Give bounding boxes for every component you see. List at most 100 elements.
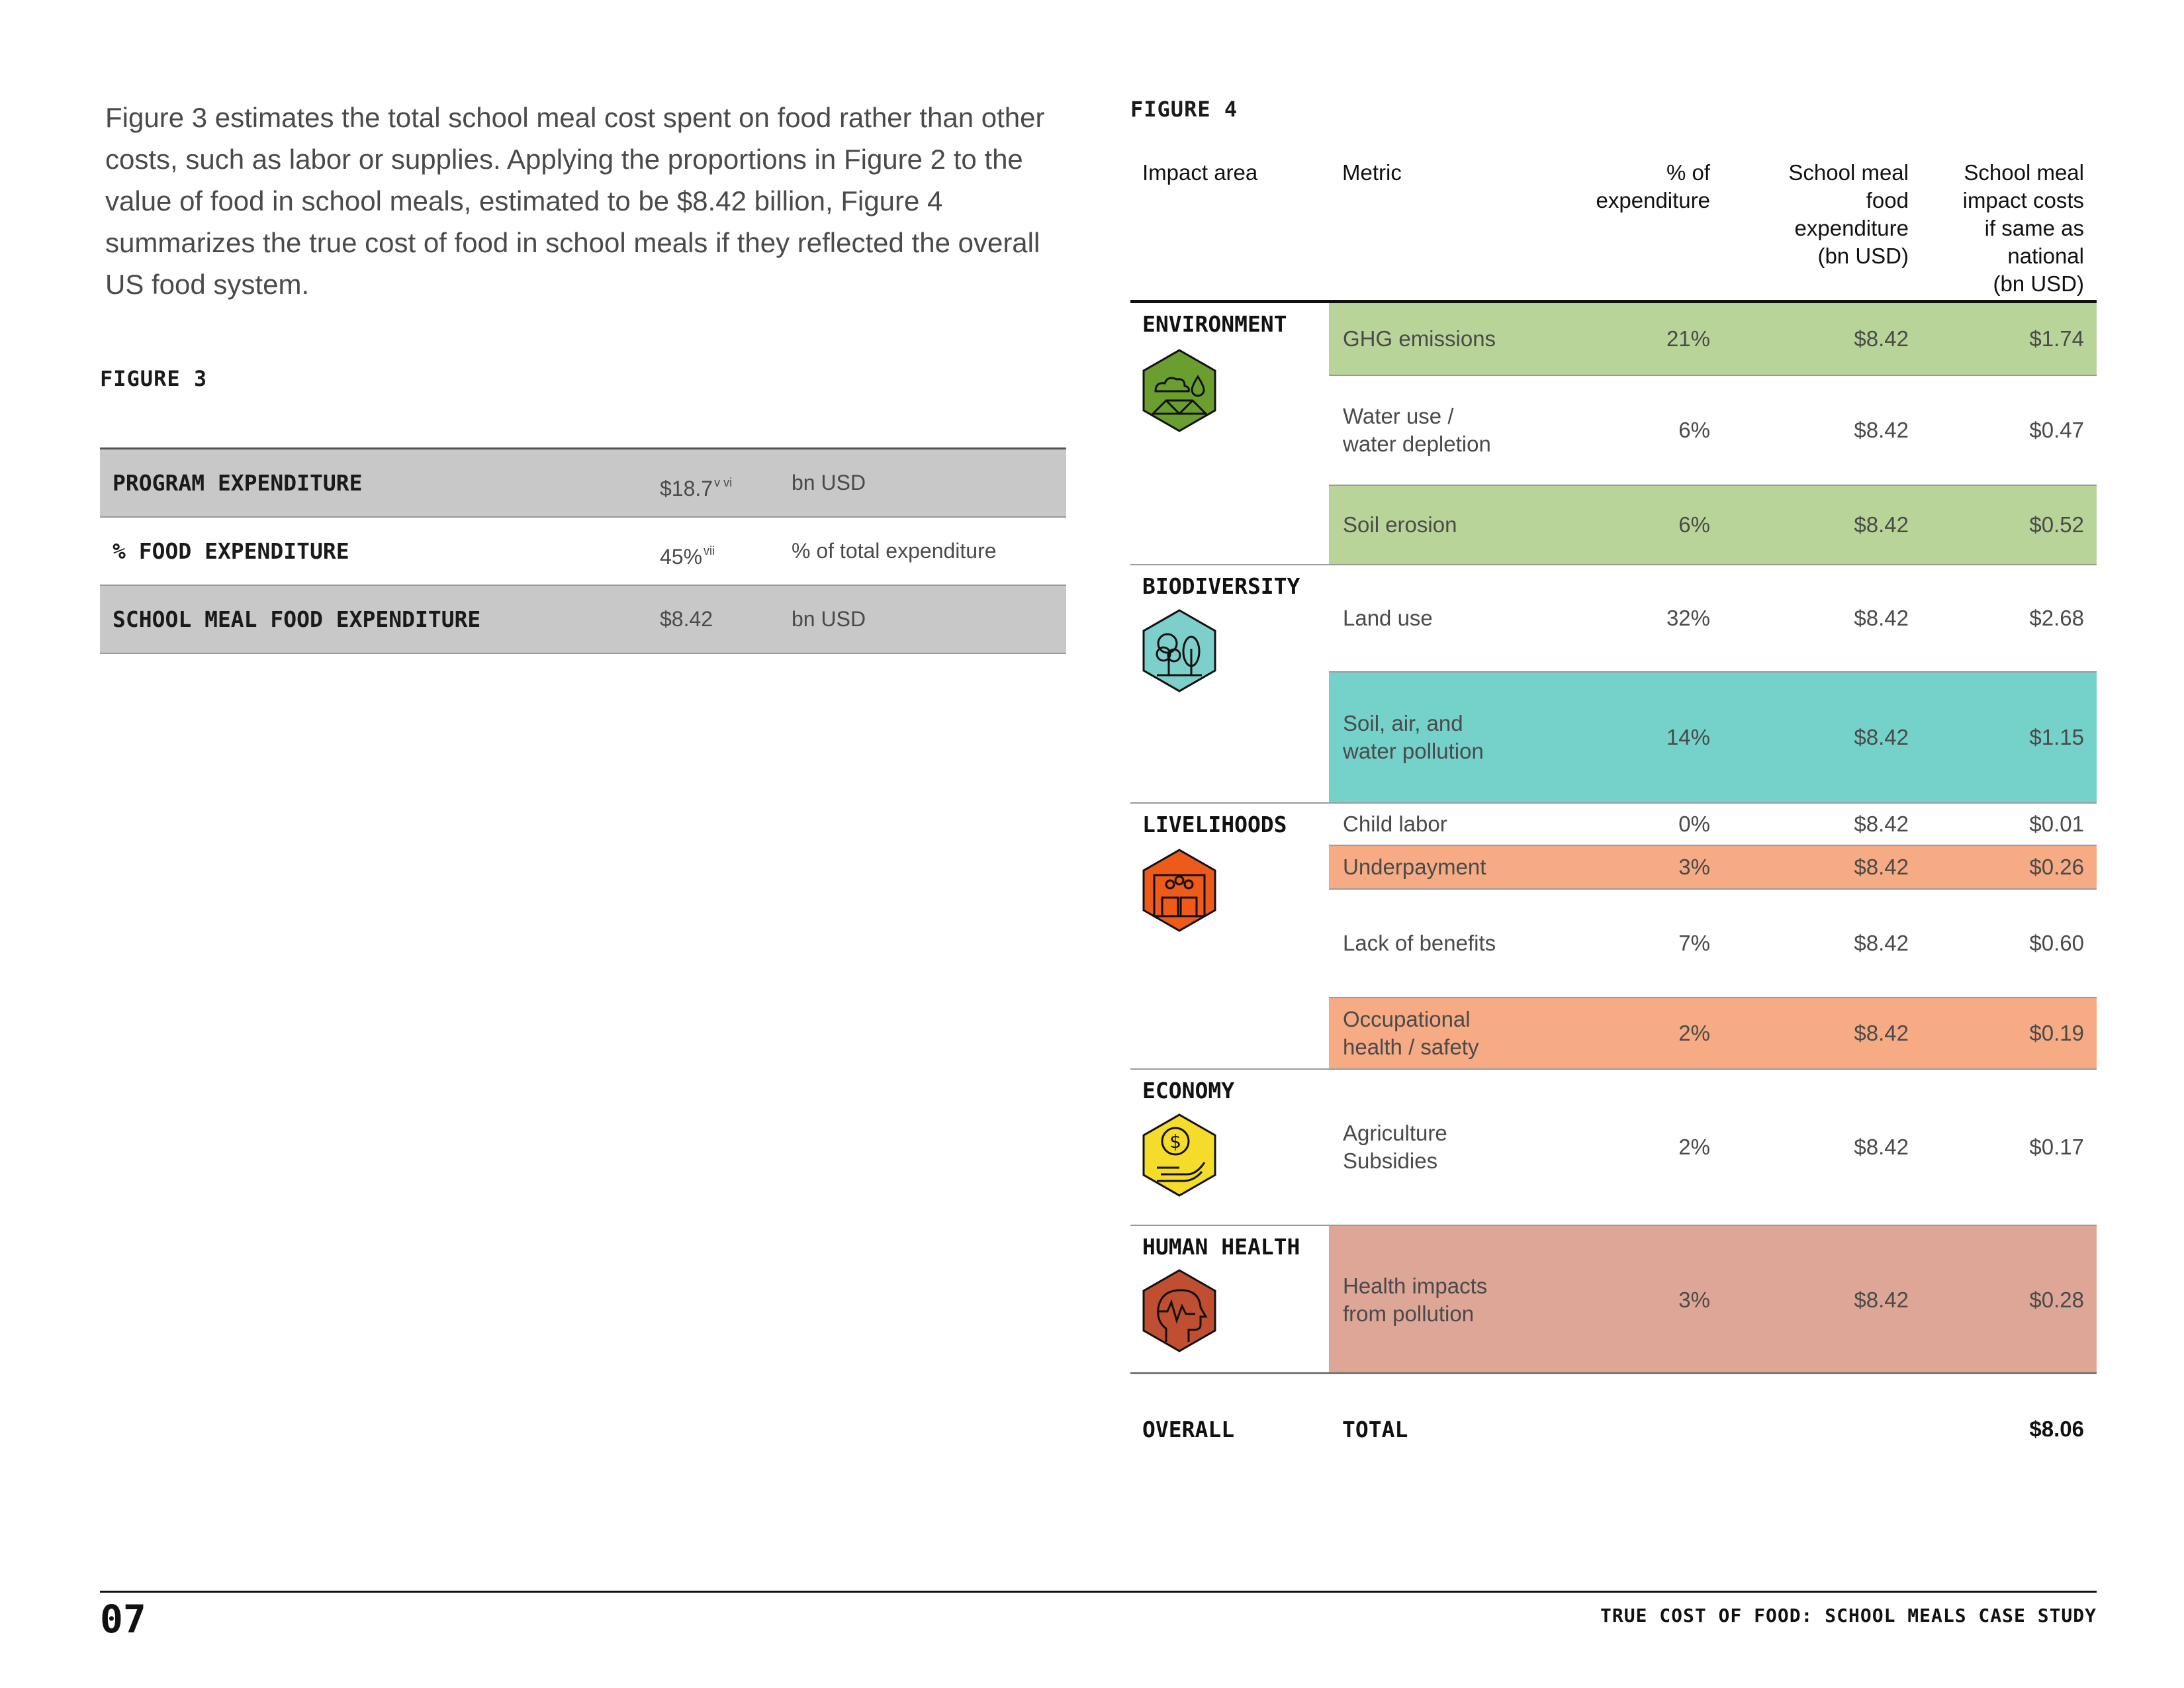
metric-label: Health impacts from pollution <box>1343 1274 1488 1326</box>
impact-cell: $1.74 <box>2029 326 2084 351</box>
header-pct-expenditure: % of expenditure <box>1596 160 1710 212</box>
impact-cell: $0.28 <box>2029 1288 2084 1312</box>
total-value: $8.06 <box>2029 1417 2084 1441</box>
biodiversity-icon <box>1140 608 1219 697</box>
table-row: Land use 32% $8.42 $2.68 <box>1329 565 2097 673</box>
category-biodiversity: BIODIVERSITY <box>1142 573 1300 599</box>
pct-cell: 3% <box>1678 1288 1710 1312</box>
expenditure-cell: $8.42 <box>1854 606 1909 630</box>
total-divider <box>1130 1372 2097 1374</box>
header-food-expenditure: School meal food expenditure (bn USD) <box>1788 160 1909 268</box>
table-row: GHG emissions 21% $8.42 $1.74 <box>1329 303 2097 376</box>
impact-cell: $0.52 <box>2029 512 2084 537</box>
figure-4-label: FIGURE 4 <box>1130 97 1238 122</box>
pct-cell: 32% <box>1666 606 1710 630</box>
table-row: Soil, air, and water pollution 14% $8.42… <box>1329 673 2097 804</box>
impact-cell: $0.17 <box>2029 1135 2084 1159</box>
impact-cell: $0.26 <box>2029 855 2084 879</box>
table-row: Underpayment 3% $8.42 $0.26 <box>1329 846 2097 890</box>
footnote-ref[interactable]: vii <box>704 544 715 557</box>
expenditure-cell: $8.42 <box>1854 418 1909 442</box>
table-row: SCHOOL MEAL FOOD EXPENDITURE $8.42 bn US… <box>100 586 1066 654</box>
impact-cell: $0.60 <box>2029 931 2084 955</box>
economy-icon: $ <box>1140 1112 1219 1201</box>
figure-4-table: FIGURE 4 Impact area Metric % of expendi… <box>1130 0 2097 1523</box>
environment-icon <box>1140 348 1219 437</box>
row-label: % FOOD EXPENDITURE <box>113 538 349 564</box>
metric-label: Lack of benefits <box>1343 931 1496 955</box>
row-value: $18.7 v vi <box>660 476 733 500</box>
category-divider <box>1130 802 1329 804</box>
category-divider <box>1130 564 1329 565</box>
pct-cell: 6% <box>1678 512 1710 537</box>
figure-3-table: PROGRAM EXPENDITURE $18.7 v vi bn USD % F… <box>100 447 1066 654</box>
row-label: PROGRAM EXPENDITURE <box>113 470 363 496</box>
figure-3-label: FIGURE 3 <box>100 366 208 391</box>
impact-cell: $0.01 <box>2029 812 2084 836</box>
category-human-health: HUMAN HEALTH <box>1142 1234 1300 1260</box>
expenditure-cell: $8.42 <box>1854 725 1909 749</box>
row-unit: % of total expenditure <box>792 539 997 563</box>
expenditure-cell: $8.42 <box>1854 326 1909 351</box>
row-unit: bn USD <box>792 607 866 631</box>
footer-divider <box>100 1591 2097 1593</box>
total-label: TOTAL <box>1342 1417 1408 1442</box>
expenditure-cell: $8.42 <box>1854 855 1909 879</box>
intro-paragraph: Figure 3 estimates the total school meal… <box>105 102 1045 300</box>
header-impact-costs: School meal impact costs if same as nati… <box>1962 160 2084 296</box>
expenditure-cell: $8.42 <box>1854 931 1909 955</box>
expenditure-cell: $8.42 <box>1854 1288 1909 1312</box>
metric-label: Occupational health / safety <box>1343 1007 1479 1059</box>
pct-cell: 14% <box>1666 725 1710 749</box>
expenditure-cell: $8.42 <box>1854 1021 1909 1045</box>
category-economy: ECONOMY <box>1142 1078 1235 1103</box>
row-value: 45% vii <box>660 544 715 569</box>
metric-label: Soil, air, and water pollution <box>1343 711 1484 763</box>
table-row: Soil erosion 6% $8.42 $0.52 <box>1329 486 2097 565</box>
row-value: $8.42 <box>660 607 713 631</box>
overall-label: OVERALL <box>1142 1417 1235 1442</box>
table-row: % FOOD EXPENDITURE 45% vii % of total exp… <box>100 518 1066 586</box>
header-impact-area: Impact area <box>1142 160 1258 185</box>
category-divider <box>1130 1225 1329 1226</box>
impact-cell: $2.68 <box>2029 606 2084 630</box>
row-unit: bn USD <box>792 471 866 494</box>
metric-label: Water use / water depletion <box>1343 404 1491 456</box>
pct-cell: 21% <box>1666 326 1710 351</box>
pct-cell: 0% <box>1678 812 1710 836</box>
table-row: Agriculture Subsidies 2% $8.42 $0.17 <box>1329 1070 2097 1226</box>
metric-label: Agriculture Subsidies <box>1343 1121 1447 1173</box>
table-row: Health impacts from pollution 3% $8.42 $… <box>1329 1226 2097 1374</box>
metric-label: Soil erosion <box>1343 512 1457 537</box>
pct-cell: 7% <box>1678 931 1710 955</box>
pct-cell: 2% <box>1678 1135 1710 1159</box>
page-number: 07 <box>100 1597 146 1642</box>
pct-cell: 3% <box>1678 855 1710 879</box>
footnote-ref[interactable]: v vi <box>714 476 733 489</box>
metric-label: GHG emissions <box>1343 326 1496 351</box>
metric-label: Land use <box>1343 606 1433 630</box>
table-row: PROGRAM EXPENDITURE $18.7 v vi bn USD <box>100 449 1066 518</box>
impact-cell: $0.47 <box>2029 418 2084 442</box>
category-divider <box>1130 1068 1329 1070</box>
pct-cell: 2% <box>1678 1021 1710 1045</box>
table-row: Water use / water depletion 6% $8.42 $0.… <box>1329 376 2097 486</box>
svg-text:$: $ <box>1169 1131 1181 1152</box>
header-divider <box>1130 300 2097 303</box>
expenditure-cell: $8.42 <box>1854 812 1909 836</box>
table-row: Occupational health / safety 2% $8.42 $0… <box>1329 998 2097 1070</box>
metric-label: Underpayment <box>1343 855 1486 879</box>
table-row: Lack of benefits 7% $8.42 $0.60 <box>1329 890 2097 998</box>
header-metric: Metric <box>1342 160 1402 185</box>
human-health-icon <box>1140 1268 1219 1357</box>
metric-label: Child labor <box>1343 812 1447 836</box>
impact-cell: $0.19 <box>2029 1021 2084 1045</box>
expenditure-cell: $8.42 <box>1854 1135 1909 1159</box>
impact-cell: $1.15 <box>2029 725 2084 749</box>
footer-title: TRUE COST OF FOOD: SCHOOL MEALS CASE STU… <box>1600 1605 2097 1626</box>
category-livelihoods: LIVELIHOODS <box>1142 812 1287 837</box>
pct-cell: 6% <box>1678 418 1710 442</box>
category-environment: ENVIRONMENT <box>1142 311 1287 337</box>
livelihoods-icon <box>1140 847 1219 937</box>
table-row: Child labor 0% $8.42 $0.01 <box>1329 804 2097 846</box>
